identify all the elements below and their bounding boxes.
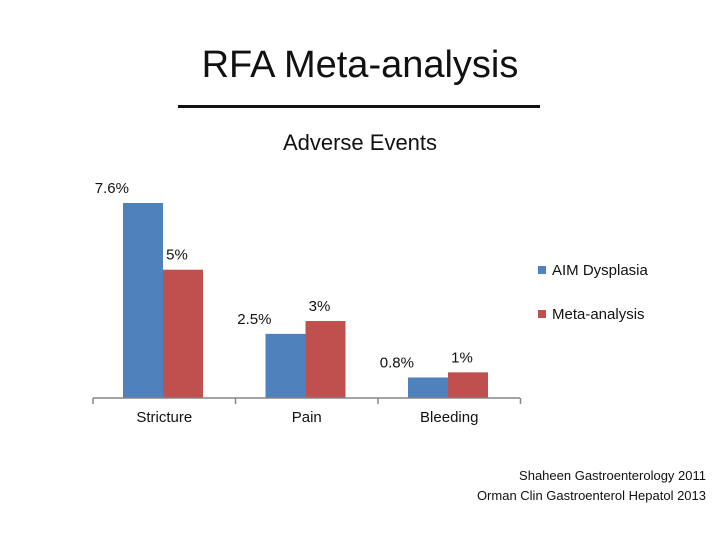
- citation-block: Shaheen Gastroenterology 2011 Orman Clin…: [477, 466, 706, 506]
- x-tick-label: Stricture: [136, 409, 192, 426]
- chart-title: Adverse Events: [283, 130, 437, 155]
- legend-swatch: [538, 266, 546, 274]
- legend-swatch: [538, 310, 546, 318]
- bar-aim-dysplasia-bleeding: [408, 377, 448, 398]
- data-label: 7.6%: [95, 180, 129, 197]
- slide-title: RFA Meta-analysis: [201, 44, 519, 86]
- data-label: 5%: [166, 247, 188, 264]
- bar-meta-analysis-pain: [305, 321, 346, 398]
- data-label: 0.8%: [380, 354, 414, 371]
- citation-line: Shaheen Gastroenterology 2011: [519, 468, 706, 483]
- bar-aim-dysplasia-stricture: [123, 203, 163, 398]
- bar-aim-dysplasia-pain: [265, 333, 306, 398]
- x-tick-label: Bleeding: [420, 409, 478, 426]
- legend-label: AIM Dysplasia: [552, 262, 649, 279]
- bar-meta-analysis-bleeding: [448, 372, 488, 398]
- data-label: 2.5%: [237, 311, 271, 328]
- data-label: 1%: [451, 349, 473, 366]
- bar-meta-analysis-stricture: [163, 269, 203, 398]
- x-tick-label: Pain: [292, 409, 322, 426]
- citation-line: Orman Clin Gastroenterol Hepatol 2013: [476, 488, 706, 503]
- data-label: 3%: [309, 298, 331, 315]
- title-underline: [178, 105, 540, 108]
- legend-label: Meta-analysis: [552, 306, 645, 323]
